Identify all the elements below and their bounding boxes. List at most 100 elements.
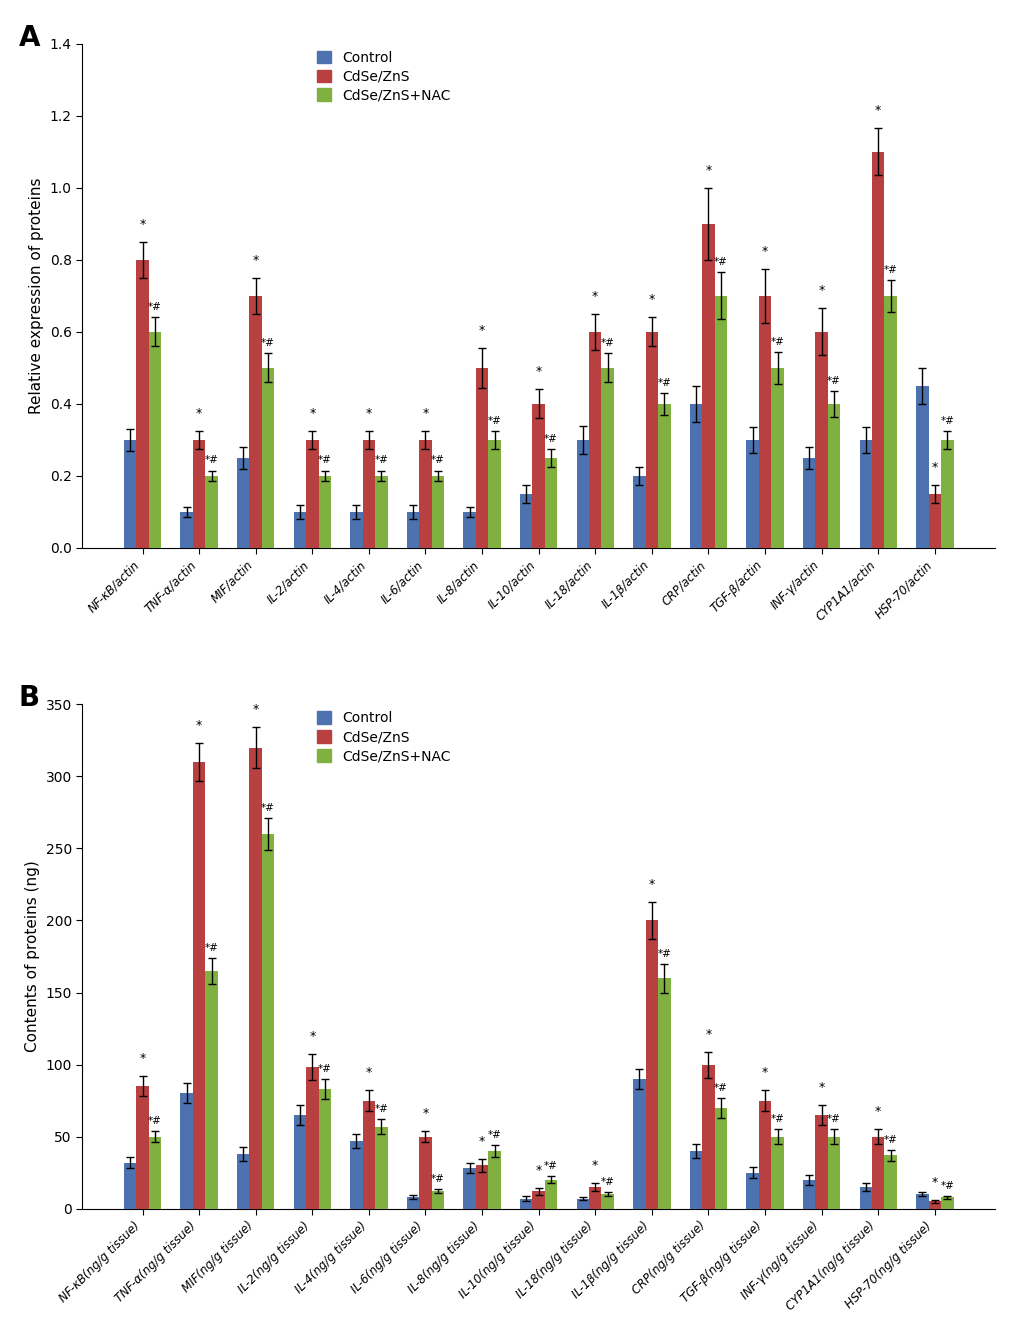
Text: *#: *# — [431, 1175, 444, 1184]
Bar — [814, 332, 827, 549]
Bar — [363, 1101, 375, 1208]
Y-axis label: Relative expression of proteins: Relative expression of proteins — [30, 178, 45, 413]
Bar — [544, 458, 556, 549]
Bar — [941, 440, 953, 549]
Bar — [180, 1093, 193, 1208]
Bar — [883, 296, 896, 549]
Bar — [293, 512, 306, 549]
Text: *#: *# — [940, 1180, 954, 1191]
Text: *: * — [592, 290, 598, 302]
Text: *#: *# — [656, 379, 671, 388]
Bar — [375, 476, 387, 549]
Bar — [770, 1136, 783, 1208]
Bar — [363, 440, 375, 549]
Bar — [701, 223, 714, 549]
Bar — [714, 1108, 727, 1208]
Bar — [149, 1136, 161, 1208]
Bar — [588, 1187, 601, 1208]
Bar — [645, 332, 657, 549]
Bar — [941, 1198, 953, 1208]
Bar — [520, 494, 532, 549]
Text: *#: *# — [487, 1131, 501, 1140]
Text: *: * — [422, 407, 428, 420]
Bar — [488, 440, 500, 549]
Bar — [746, 1172, 758, 1208]
Bar — [463, 512, 476, 549]
Bar — [431, 476, 443, 549]
Text: *: * — [761, 1066, 767, 1080]
Bar — [262, 368, 274, 549]
Bar — [407, 1198, 419, 1208]
Text: *#: *# — [148, 302, 162, 312]
Bar — [236, 458, 250, 549]
Text: *#: *# — [431, 455, 444, 466]
Bar — [714, 296, 727, 549]
Bar — [601, 368, 613, 549]
Bar — [758, 1101, 770, 1208]
Text: *: * — [705, 1028, 711, 1041]
Bar — [871, 151, 883, 549]
Bar — [770, 368, 783, 549]
Text: *: * — [479, 1135, 485, 1148]
Bar — [827, 1136, 840, 1208]
Bar — [532, 404, 544, 549]
Text: *: * — [535, 365, 541, 379]
Bar — [476, 1165, 488, 1208]
Bar — [262, 834, 274, 1208]
Text: *#: *# — [826, 376, 841, 387]
Text: *#: *# — [544, 1161, 557, 1171]
Bar — [883, 1155, 896, 1208]
Bar — [758, 296, 770, 549]
Bar — [927, 1202, 941, 1208]
Bar — [137, 260, 149, 549]
Text: *: * — [874, 1105, 880, 1119]
Text: *#: *# — [487, 416, 501, 425]
Legend: Control, CdSe/ZnS, CdSe/ZnS+NAC: Control, CdSe/ZnS, CdSe/ZnS+NAC — [317, 51, 450, 103]
Y-axis label: Contents of proteins (ng): Contents of proteins (ng) — [25, 860, 40, 1053]
Bar — [236, 1153, 250, 1208]
Bar — [859, 440, 871, 549]
Bar — [915, 385, 927, 549]
Text: A: A — [18, 24, 40, 52]
Bar — [137, 1086, 149, 1208]
Bar — [205, 476, 218, 549]
Text: *#: *# — [374, 1104, 388, 1115]
Bar — [318, 476, 330, 549]
Text: *: * — [648, 878, 654, 891]
Bar — [488, 1151, 500, 1208]
Bar — [419, 440, 431, 549]
Bar — [802, 1180, 814, 1208]
Bar — [532, 1191, 544, 1208]
Bar — [859, 1187, 871, 1208]
Bar — [633, 476, 645, 549]
Text: *#: *# — [656, 949, 671, 958]
Bar — [250, 296, 262, 549]
Bar — [689, 404, 701, 549]
Text: *: * — [874, 104, 880, 118]
Bar — [431, 1191, 443, 1208]
Text: *: * — [422, 1107, 428, 1120]
Bar — [350, 1141, 363, 1208]
Bar — [645, 921, 657, 1208]
Text: *: * — [930, 460, 937, 474]
Bar — [827, 404, 840, 549]
Bar — [657, 978, 669, 1208]
Text: *#: *# — [318, 455, 331, 466]
Text: *: * — [817, 285, 824, 297]
Bar — [306, 440, 318, 549]
Legend: Control, CdSe/ZnS, CdSe/ZnS+NAC: Control, CdSe/ZnS, CdSe/ZnS+NAC — [317, 712, 450, 763]
Text: *: * — [253, 704, 259, 716]
Text: *: * — [309, 407, 315, 420]
Bar — [588, 332, 601, 549]
Bar — [407, 512, 419, 549]
Bar — [306, 1068, 318, 1208]
Bar — [746, 440, 758, 549]
Bar — [375, 1127, 387, 1208]
Bar — [193, 763, 205, 1208]
Text: *#: *# — [769, 1115, 784, 1124]
Text: *: * — [930, 1176, 937, 1189]
Text: *#: *# — [205, 455, 218, 466]
Bar — [814, 1115, 827, 1208]
Text: *#: *# — [882, 1135, 897, 1144]
Bar — [149, 332, 161, 549]
